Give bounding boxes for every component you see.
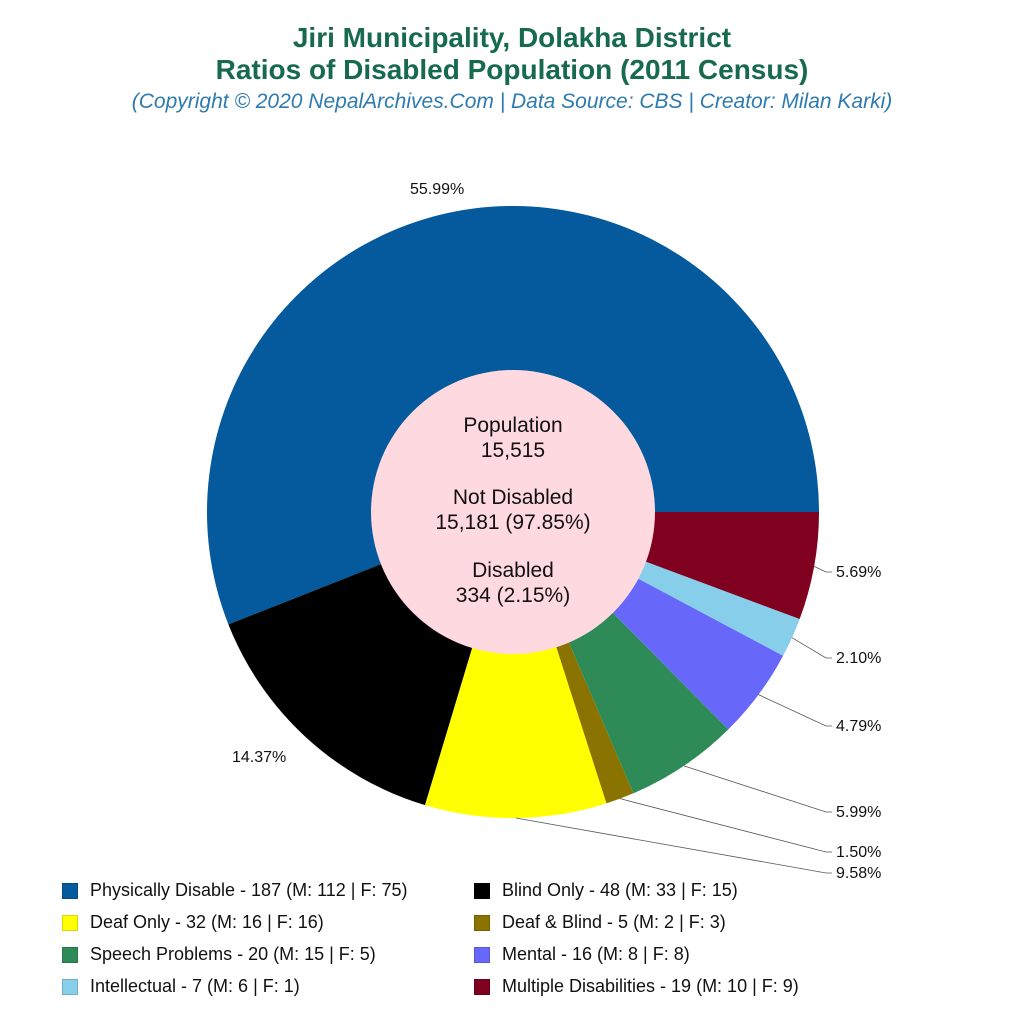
legend-swatch <box>474 914 490 931</box>
legend-item-speech: Speech Problems - 20 (M: 15 | F: 5) <box>62 944 376 965</box>
center-disabled-label: Disabled <box>472 559 554 582</box>
chart-title-line2: Ratios of Disabled Population (2011 Cens… <box>215 54 809 85</box>
legend-label: Speech Problems - 20 (M: 15 | F: 5) <box>90 944 376 964</box>
chart-title-line1: Jiri Municipality, Dolakha District <box>292 22 732 53</box>
legend-item-multiple: Multiple Disabilities - 19 (M: 10 | F: 9… <box>474 976 799 997</box>
legend-swatch <box>62 978 78 995</box>
center-not-disabled-label: Not Disabled <box>453 486 573 509</box>
legend-swatch <box>474 882 490 899</box>
legend-label: Blind Only - 48 (M: 33 | F: 15) <box>502 880 738 900</box>
legend-item-deaf-blind: Deaf & Blind - 5 (M: 2 | F: 3) <box>474 912 726 933</box>
leader-line <box>813 566 832 573</box>
legend-label: Intellectual - 7 (M: 6 | F: 1) <box>90 976 300 996</box>
slice-label-speech: 5.99% <box>836 804 881 821</box>
legend-label: Deaf & Blind - 5 (M: 2 | F: 3) <box>502 912 726 932</box>
pie-slice-deaf-only <box>425 512 607 818</box>
legend-item-intellectual: Intellectual - 7 (M: 6 | F: 1) <box>62 976 300 997</box>
leader-line <box>619 798 832 853</box>
legend-swatch <box>62 914 78 931</box>
legend-swatch <box>62 882 78 899</box>
legend-swatch <box>62 946 78 963</box>
center-population-label: Population <box>463 414 562 437</box>
center-not-disabled-value: 15,181 (97.85%) <box>435 511 590 534</box>
leader-line <box>683 765 832 813</box>
slice-label-deaf-blind: 1.50% <box>836 844 881 861</box>
legend-item-physically: Physically Disable - 187 (M: 112 | F: 75… <box>62 880 407 901</box>
slice-label-mental: 4.79% <box>836 718 881 735</box>
slice-label-physically: 55.99% <box>410 181 464 198</box>
slice-label-blind: 14.37% <box>232 749 286 766</box>
legend-swatch <box>474 946 490 963</box>
leader-line <box>791 637 832 659</box>
leader-lines <box>515 566 832 874</box>
legend-label: Mental - 16 (M: 8 | F: 8) <box>502 944 690 964</box>
center-population-value: 15,515 <box>481 439 545 462</box>
slice-label-intellectual: 2.10% <box>836 650 881 667</box>
leader-line <box>515 817 832 874</box>
legend-label: Multiple Disabilities - 19 (M: 10 | F: 9… <box>502 976 799 996</box>
chart-subtitle: (Copyright © 2020 NepalArchives.Com | Da… <box>131 90 893 113</box>
legend-swatch <box>474 978 490 995</box>
slice-label-deaf: 9.58% <box>836 865 881 882</box>
legend-item-mental: Mental - 16 (M: 8 | F: 8) <box>474 944 690 965</box>
leader-line <box>758 694 832 727</box>
legend-label: Deaf Only - 32 (M: 16 | F: 16) <box>90 912 324 932</box>
legend-label: Physically Disable - 187 (M: 112 | F: 75… <box>90 880 408 900</box>
legend-item-blind: Blind Only - 48 (M: 33 | F: 15) <box>474 880 738 901</box>
center-disabled-value: 334 (2.15%) <box>456 584 570 607</box>
center-circle <box>371 370 655 654</box>
legend-item-deaf: Deaf Only - 32 (M: 16 | F: 16) <box>62 912 324 933</box>
slice-label-multiple: 5.69% <box>836 564 881 581</box>
